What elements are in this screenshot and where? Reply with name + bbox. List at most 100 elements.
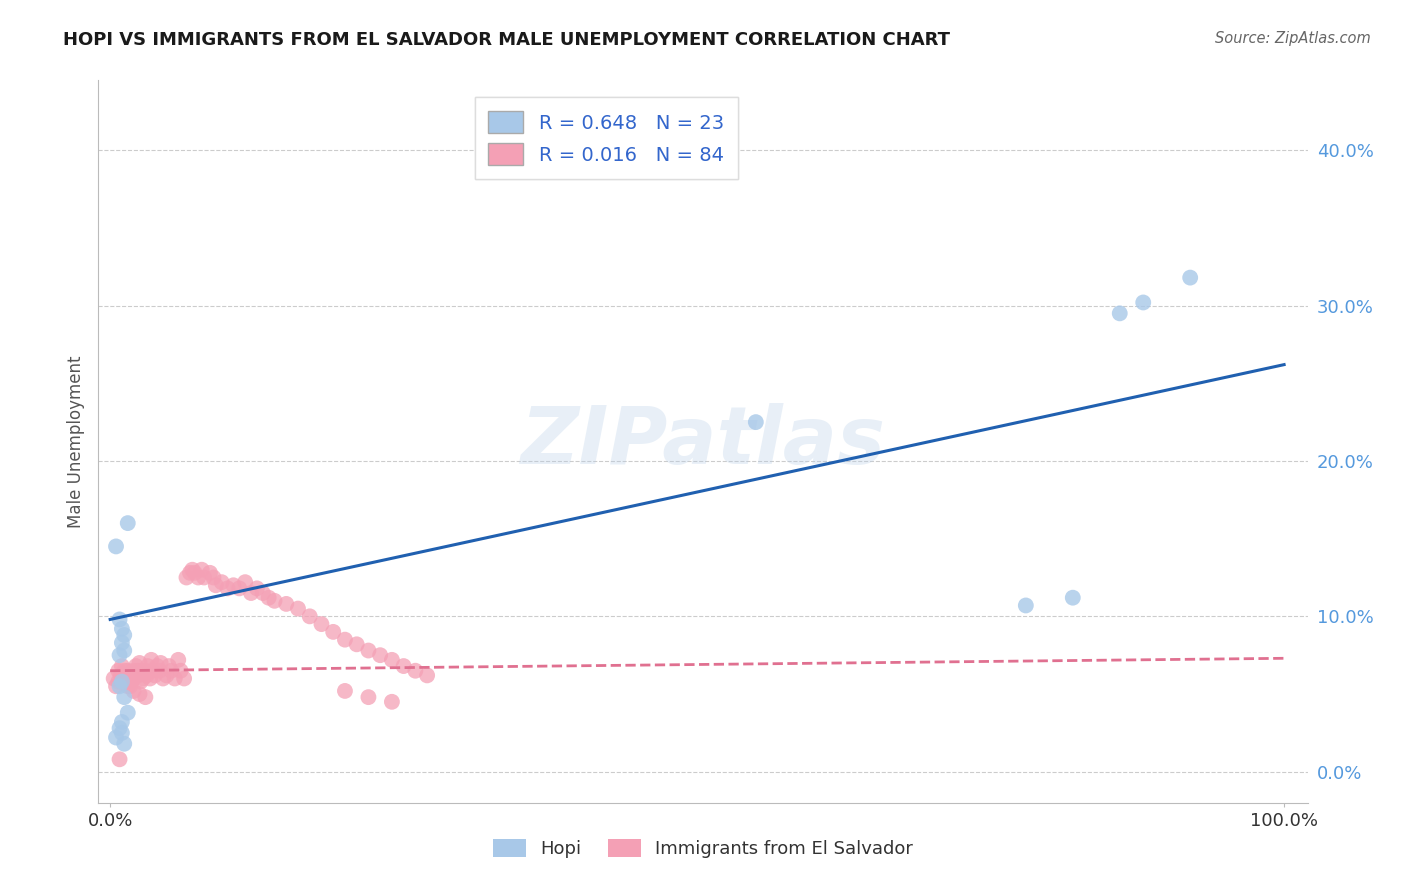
Point: [333, 684, 356, 698]
Point: [346, 637, 368, 651]
Point: [125, 659, 148, 673]
Point: [118, 668, 141, 682]
Point: [117, 664, 139, 678]
Point: [108, 679, 131, 693]
Point: [108, 648, 131, 663]
Point: [107, 664, 129, 678]
Point: [1108, 306, 1130, 320]
Point: [108, 721, 131, 735]
Point: [416, 668, 439, 682]
Point: [148, 664, 170, 678]
Point: [112, 628, 135, 642]
Text: Source: ZipAtlas.com: Source: ZipAtlas.com: [1215, 31, 1371, 46]
Point: [381, 695, 404, 709]
Point: [112, 737, 135, 751]
Point: [322, 624, 344, 639]
Legend: Hopi, Immigrants from El Salvador: Hopi, Immigrants from El Salvador: [486, 831, 920, 865]
Point: [1015, 599, 1038, 613]
Point: [111, 674, 134, 689]
Point: [117, 516, 139, 530]
Point: [233, 575, 256, 590]
Point: [163, 672, 186, 686]
Point: [111, 622, 134, 636]
Point: [152, 672, 174, 686]
Point: [122, 664, 145, 678]
Point: [198, 566, 221, 580]
Point: [167, 653, 190, 667]
Point: [111, 659, 134, 673]
Point: [105, 679, 128, 693]
Point: [357, 643, 380, 657]
Point: [117, 706, 139, 720]
Point: [333, 632, 356, 647]
Point: [110, 668, 132, 682]
Point: [1062, 591, 1084, 605]
Point: [143, 668, 166, 682]
Point: [111, 714, 134, 729]
Point: [132, 672, 155, 686]
Point: [141, 664, 163, 678]
Point: [105, 731, 128, 745]
Point: [246, 582, 269, 596]
Point: [112, 643, 135, 657]
Text: ZIPatlas: ZIPatlas: [520, 402, 886, 481]
Point: [111, 674, 134, 689]
Point: [108, 752, 131, 766]
Point: [112, 664, 135, 678]
Point: [183, 566, 205, 580]
Point: [111, 636, 134, 650]
Point: [122, 672, 145, 686]
Point: [287, 601, 309, 615]
Point: [173, 672, 195, 686]
Point: [103, 672, 125, 686]
Point: [1132, 295, 1154, 310]
Point: [146, 659, 169, 673]
Point: [114, 674, 136, 689]
Point: [276, 597, 298, 611]
Point: [155, 668, 177, 682]
Point: [120, 674, 142, 689]
Point: [112, 690, 135, 705]
Point: [136, 659, 159, 673]
Point: [179, 566, 201, 580]
Point: [745, 415, 768, 429]
Point: [181, 563, 204, 577]
Point: [117, 679, 139, 693]
Point: [169, 664, 191, 678]
Point: [135, 668, 157, 682]
Point: [105, 540, 128, 554]
Point: [160, 664, 183, 678]
Point: [404, 664, 426, 678]
Point: [131, 664, 153, 678]
Point: [298, 609, 321, 624]
Point: [204, 578, 226, 592]
Point: [228, 582, 250, 596]
Point: [202, 570, 225, 584]
Point: [111, 668, 134, 682]
Point: [111, 726, 134, 740]
Point: [128, 656, 150, 670]
Point: [122, 684, 145, 698]
Point: [257, 591, 280, 605]
Point: [176, 570, 198, 584]
Point: [392, 659, 415, 673]
Point: [127, 664, 149, 678]
Point: [187, 570, 209, 584]
Point: [190, 563, 212, 577]
Point: [211, 575, 233, 590]
Point: [157, 659, 180, 673]
Point: [217, 582, 239, 596]
Point: [368, 648, 391, 663]
Point: [193, 570, 215, 584]
Point: [263, 594, 285, 608]
Legend: R = 0.648   N = 23, R = 0.016   N = 84: R = 0.648 N = 23, R = 0.016 N = 84: [475, 97, 738, 179]
Point: [134, 690, 156, 705]
Point: [149, 656, 172, 670]
Point: [1180, 270, 1202, 285]
Point: [222, 578, 245, 592]
Point: [127, 668, 149, 682]
Point: [139, 672, 162, 686]
Point: [134, 664, 156, 678]
Point: [107, 674, 129, 689]
Point: [124, 668, 146, 682]
